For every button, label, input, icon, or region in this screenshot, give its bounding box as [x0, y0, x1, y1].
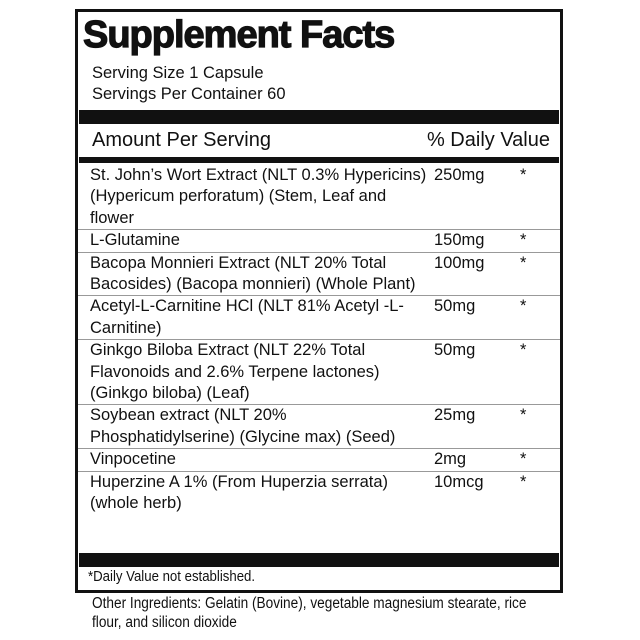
ingredient-amount: 2mg	[434, 450, 467, 469]
thick-divider	[79, 110, 559, 124]
ingredient-row: St. John’s Wort Extract (NLT 0.3% Hyperi…	[78, 165, 560, 231]
daily-value: *	[520, 253, 527, 272]
ingredient-name: Huperzine A 1% (From Huperzia serrata) (…	[90, 472, 389, 513]
daily-value: *	[520, 231, 527, 250]
servings-per-container: Servings Per Container 60	[92, 85, 286, 103]
daily-value: *	[520, 472, 527, 491]
ingredient-amount: 25mg	[434, 406, 476, 425]
daily-value: *	[520, 406, 527, 425]
ingredient-list: St. John’s Wort Extract (NLT 0.3% Hyperi…	[78, 165, 560, 515]
ingredient-row: L-Glutamine 150mg *	[78, 230, 560, 253]
daily-value: *	[520, 166, 527, 184]
panel-title: Supplement Facts	[82, 13, 395, 56]
ingredient-name: Ginkgo Biloba Extract (NLT 22% Total Fla…	[90, 341, 380, 403]
ingredient-name: L-Glutamine	[90, 231, 180, 250]
bottom-divider	[79, 553, 559, 567]
daily-value-label: % Daily Value	[426, 129, 550, 151]
ingredient-name: Acetyl-L-Carnitine HCl (NLT 81% Acetyl -…	[90, 297, 404, 337]
amount-per-serving-label: Amount Per Serving	[92, 129, 271, 151]
ingredient-amount: 50mg	[434, 297, 476, 316]
ingredient-row: Bacopa Monnieri Extract (NLT 20% Total B…	[78, 253, 560, 297]
ingredient-row: Huperzine A 1% (From Huperzia serrata) (…	[78, 472, 560, 515]
ingredient-row: Acetyl-L-Carnitine HCl (NLT 81% Acetyl -…	[78, 296, 560, 341]
ingredient-name: Bacopa Monnieri Extract (NLT 20% Total B…	[90, 253, 416, 294]
daily-value: *	[520, 341, 527, 360]
ingredient-name: Soybean extract (NLT 20% Phosphatidylser…	[90, 406, 396, 446]
header-divider	[79, 157, 559, 163]
column-header: Amount Per Serving % Daily Value	[92, 129, 550, 152]
ingredient-amount: 100mg	[434, 253, 485, 272]
ingredient-amount: 250mg	[434, 166, 485, 184]
other-ingredients: Other Ingredients: Gelatin (Bovine), veg…	[92, 595, 527, 631]
ingredient-amount: 150mg	[434, 231, 485, 250]
daily-value: *	[520, 297, 527, 316]
ingredient-row: Soybean extract (NLT 20% Phosphatidylser…	[78, 405, 560, 450]
ingredient-row: Ginkgo Biloba Extract (NLT 22% Total Fla…	[78, 340, 560, 406]
ingredient-row: Vinpocetine 2mg *	[78, 449, 560, 472]
daily-value: *	[520, 450, 527, 469]
serving-size: Serving Size 1 Capsule	[92, 64, 264, 82]
ingredient-name: St. John’s Wort Extract (NLT 0.3% Hyperi…	[90, 166, 427, 227]
supplement-facts-panel: Supplement Facts Serving Size 1 Capsule …	[75, 9, 563, 593]
ingredient-amount: 50mg	[434, 341, 476, 360]
footnote: *Daily Value not established.	[88, 568, 256, 585]
ingredient-amount: 10mcg	[434, 472, 484, 491]
ingredient-name: Vinpocetine	[90, 450, 176, 469]
